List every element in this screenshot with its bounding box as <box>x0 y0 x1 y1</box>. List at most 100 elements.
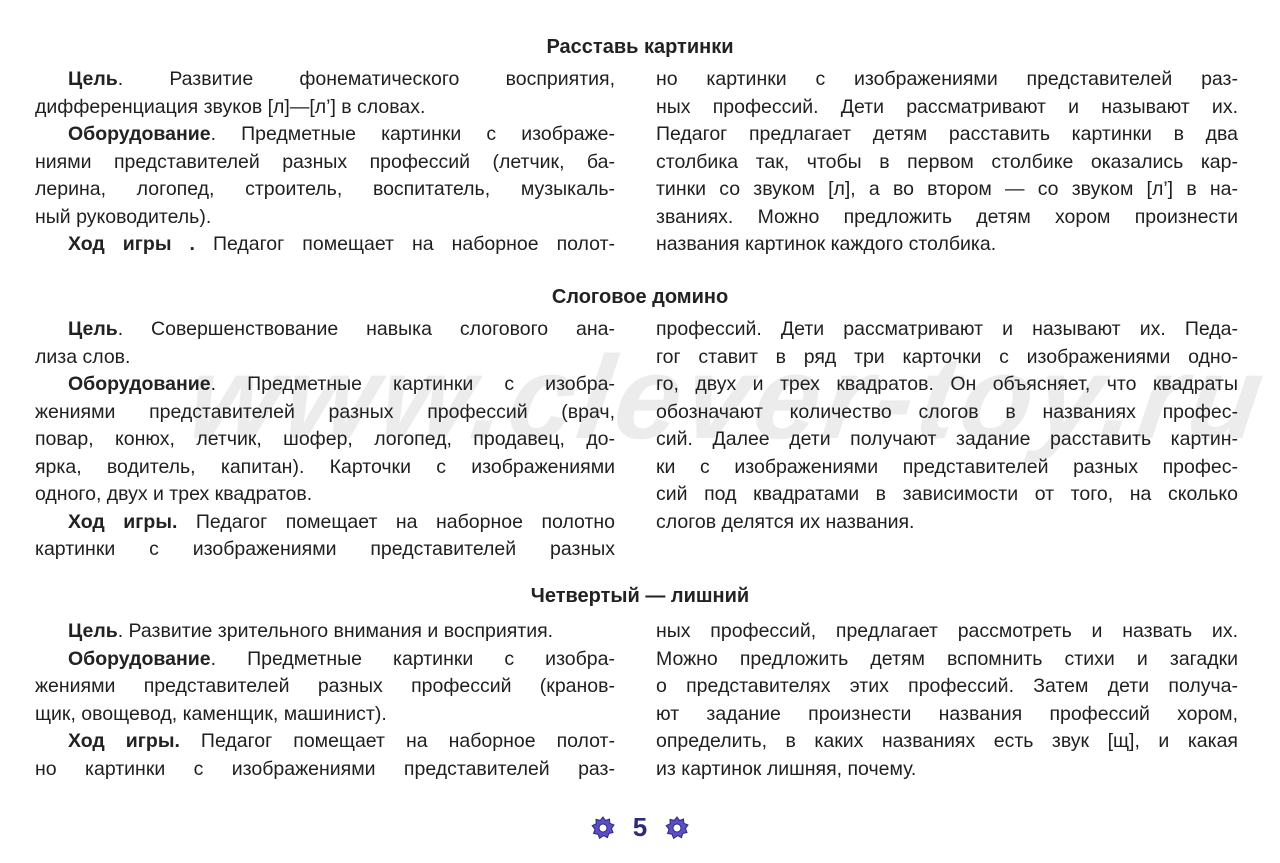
text-line: ярка, водитель, капитан). Карточки с изо… <box>35 454 615 482</box>
text-line: щик, овощевод, каменщик, машинист). <box>35 701 615 729</box>
lead-term: Оборудование <box>68 373 211 395</box>
section-2-right-column: профессий. Дети рассматривают и называют… <box>656 316 1238 536</box>
text-line: го, двух и трех квадратов. Он объясняет,… <box>656 371 1238 399</box>
line-text: столбика так, чтобы в первом столбике ок… <box>656 150 1238 173</box>
line-text: но картинки с изображениями представител… <box>35 757 615 780</box>
line-text: сий. Далее дети получают задание расстав… <box>656 428 1238 450</box>
text-line: ниями представителей разных профессий (л… <box>35 149 615 177</box>
section-title: Слоговое домино <box>551 286 729 308</box>
text-line: Можно предложить детям вспомнить стихи и… <box>656 646 1238 674</box>
line-text: . Предметные картинки с изобра- <box>210 647 615 670</box>
line-text: ных профессий. Дети рассматривают и назы… <box>656 95 1238 118</box>
line-text: званиях. Можно предложить детям хором пр… <box>656 205 1238 228</box>
text-line: жениями представителей разных профессий … <box>35 399 615 427</box>
text-line: Ход игры . Педагог помещает на наборное … <box>35 231 615 259</box>
lead-term: Ход игры. <box>68 510 178 533</box>
line-text: обозначают количество слогов в названиях… <box>656 400 1238 423</box>
text-line: Ход игры. Педагог помещает на наборное п… <box>35 728 615 756</box>
line-text: Педагог помещает на наборное полот- <box>194 233 615 255</box>
text-line: Цель. Совершенствование навыка слогового… <box>35 316 615 344</box>
text-line: ки с изображениями представителей разных… <box>656 454 1238 482</box>
text-line: повар, конюх, летчик, шофер, логопед, пр… <box>35 426 615 454</box>
line-text: . Развитие фонематического восприятия, <box>117 68 615 90</box>
line-text: ют задание произнести названия профессий… <box>656 702 1238 725</box>
line-text: Педагог предлагает детям расставить карт… <box>656 123 1238 145</box>
section-title: Расставь картинки <box>546 36 734 58</box>
line-text: Можно предложить детям вспомнить стихи и… <box>656 647 1238 670</box>
line-text: слогов делятся их названия. <box>656 510 915 533</box>
line-text: ниями представителей разных профессий (л… <box>35 150 615 173</box>
page-number: 5 <box>632 812 648 842</box>
text-line: но картинки с изображениями представител… <box>656 66 1238 94</box>
lead-term: Цель <box>68 318 118 340</box>
text-line: слогов делятся их названия. <box>656 509 1238 537</box>
line-text: ный руководитель). <box>35 205 212 228</box>
text-line: Оборудование. Предметные картинки с изоб… <box>35 121 615 149</box>
line-text: одного, двух и трех квадратов. <box>35 483 313 505</box>
lead-term: Цель <box>68 620 118 642</box>
text-line: одного, двух и трех квадратов. <box>35 481 615 509</box>
text-line: лиза слов. <box>35 344 615 372</box>
line-text: сий под квадратами в зависимости от того… <box>656 483 1238 505</box>
lead-term: Цель <box>68 68 118 90</box>
line-text: профессий. Дети рассматривают и называют… <box>656 318 1238 340</box>
lead-term: Оборудование <box>68 647 211 670</box>
section-1-left-column: Цель. Развитие фонематического восприяти… <box>35 66 615 259</box>
line-text: . Совершенствование навыка слогового ана… <box>117 318 615 340</box>
text-line: сий. Далее дети получают задание расстав… <box>656 426 1238 454</box>
line-text: щик, овощевод, каменщик, машинист). <box>35 702 387 725</box>
text-line: лерина, логопед, строитель, воспитатель,… <box>35 176 615 204</box>
text-line: столбика так, чтобы в первом столбике ок… <box>656 149 1238 177</box>
line-text: жениями представителей разных профессий … <box>35 400 615 423</box>
text-line: тинки со звуком [л], а во втором — со зв… <box>656 176 1238 204</box>
line-text: го, двух и трех квадратов. Он объясняет,… <box>656 373 1238 395</box>
line-text: . Предметные картинки с изображе- <box>210 123 615 145</box>
text-line: о представителях этих профессий. Затем д… <box>656 673 1238 701</box>
line-text: повар, конюх, летчик, шофер, логопед, пр… <box>35 428 615 450</box>
page-footer: 5 <box>0 812 1280 843</box>
text-line: из картинок лишняя, почему. <box>656 756 1238 784</box>
line-text: . Развитие зрительного внимания и воспри… <box>117 620 554 642</box>
text-line: Оборудование. Предметные картинки с изоб… <box>35 371 615 399</box>
line-text: . Предметные картинки с изобра- <box>210 373 615 395</box>
text-line: но картинки с изображениями представител… <box>35 756 615 784</box>
line-text: картинки с изображениями представителей … <box>35 538 615 560</box>
line-text: жениями представителей разных профессий … <box>35 675 615 697</box>
line-text: ярка, водитель, капитан). Карточки с изо… <box>35 455 615 478</box>
text-line: профессий. Дети рассматривают и называют… <box>656 316 1238 344</box>
section-2-left-column: Цель. Совершенствование навыка слогового… <box>35 316 615 564</box>
text-line: званиях. Можно предложить детям хором пр… <box>656 204 1238 232</box>
section-1-right-column: но картинки с изображениями представител… <box>656 66 1238 259</box>
text-line: Оборудование. Предметные картинки с изоб… <box>35 646 615 674</box>
lead-term: Ход игры. <box>68 730 180 752</box>
text-line: определить, в каких названиях есть звук … <box>656 728 1238 756</box>
lead-term: Ход игры . <box>68 233 195 255</box>
text-line: дифференциация звуков [л]—[л’] в словах. <box>35 94 615 122</box>
line-text: названия картинок каждого столбика. <box>656 233 997 255</box>
text-line: картинки с изображениями представителей … <box>35 536 615 564</box>
gear-flower-icon <box>591 815 615 839</box>
line-text: гог ставит в ряд три карточки с изображе… <box>656 345 1238 368</box>
line-text: Педагог помещает на наборное полотно <box>177 510 615 533</box>
line-text: лиза слов. <box>35 345 131 368</box>
text-line: Педагог предлагает детям расставить карт… <box>656 121 1238 149</box>
text-line: Ход игры. Педагог помещает на наборное п… <box>35 509 615 537</box>
text-line: названия картинок каждого столбика. <box>656 231 1238 259</box>
text-line: сий под квадратами в зависимости от того… <box>656 481 1238 509</box>
text-line: ных профессий. Дети рассматривают и назы… <box>656 94 1238 122</box>
text-line: Цель. Развитие фонематического восприяти… <box>35 66 615 94</box>
line-text: определить, в каких названиях есть звук … <box>656 730 1238 752</box>
line-text: о представителях этих профессий. Затем д… <box>656 675 1238 697</box>
gear-flower-icon <box>665 815 690 839</box>
line-text: лерина, логопед, строитель, воспитатель,… <box>35 178 615 200</box>
line-text: из картинок лишняя, почему. <box>656 757 917 780</box>
text-line: Цель. Развитие зрительного внимания и во… <box>35 618 615 646</box>
text-line: жениями представителей разных профессий … <box>35 673 615 701</box>
text-line: обозначают количество слогов в названиях… <box>656 399 1238 427</box>
lead-term: Оборудование <box>68 123 211 145</box>
line-text: ки с изображениями представителей разных… <box>656 455 1238 478</box>
section-3-right-column: ных профессий, предлагает рассмотреть и … <box>656 618 1238 783</box>
line-text: ных профессий, предлагает рассмотреть и … <box>656 620 1238 642</box>
line-text: тинки со звуком [л], а во втором — со зв… <box>656 178 1238 200</box>
line-text: но картинки с изображениями представител… <box>656 68 1238 90</box>
